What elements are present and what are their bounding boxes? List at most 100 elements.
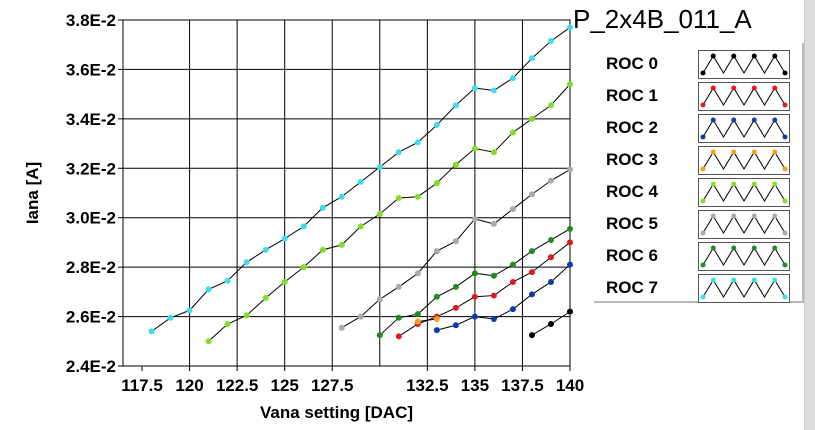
- data-point: [357, 313, 364, 320]
- data-point: [509, 129, 516, 136]
- scrollbar[interactable]: [804, 0, 815, 430]
- data-point: [547, 278, 554, 285]
- data-point: [414, 318, 421, 325]
- data-point: [376, 296, 383, 303]
- data-point: [471, 270, 478, 277]
- y-tick-label: 2.6E-2: [66, 308, 116, 327]
- series-line: [436, 264, 571, 331]
- data-point: [471, 145, 478, 152]
- legend-swatch: [698, 178, 790, 207]
- data-point: [281, 235, 288, 242]
- x-tick-label: 127.5: [311, 376, 354, 395]
- legend-swatch: [698, 114, 790, 143]
- data-point: [528, 269, 535, 276]
- legend-swatch: [698, 82, 790, 111]
- legend-label: ROC 5: [606, 214, 658, 233]
- legend-item: ROC 2: [594, 113, 802, 143]
- legend-label: ROC 6: [606, 246, 658, 265]
- data-point: [567, 81, 573, 88]
- data-point: [528, 55, 535, 62]
- data-point: [471, 84, 478, 91]
- series-roc-4: [205, 81, 573, 345]
- legend-label: ROC 3: [606, 150, 658, 169]
- data-point: [433, 180, 440, 187]
- legend-swatch: [698, 146, 790, 175]
- data-point: [509, 306, 516, 313]
- data-point: [395, 283, 402, 290]
- data-point: [167, 314, 174, 321]
- data-point: [471, 215, 478, 222]
- data-point: [300, 223, 307, 230]
- data-point: [490, 292, 497, 299]
- data-point: [490, 87, 497, 94]
- data-point: [547, 38, 554, 45]
- legend-swatch: [698, 50, 790, 79]
- data-point: [414, 139, 421, 146]
- series-roc-5: [338, 166, 573, 331]
- data-point: [376, 211, 383, 218]
- data-point: [262, 295, 269, 302]
- data-point: [452, 161, 459, 168]
- data-point: [224, 320, 231, 327]
- data-point: [528, 332, 535, 339]
- data-point: [452, 304, 459, 311]
- series-roc-0: [528, 308, 573, 339]
- data-point: [490, 149, 497, 156]
- y-tick-label: 2.4E-2: [66, 357, 116, 376]
- data-point: [490, 220, 497, 227]
- data-point: [528, 291, 535, 298]
- data-point: [414, 311, 421, 318]
- data-point: [281, 278, 288, 285]
- data-point: [148, 328, 155, 335]
- legend-label: ROC 0: [606, 54, 658, 73]
- x-tick-label: 132.5: [406, 376, 449, 395]
- data-point: [338, 193, 345, 200]
- y-tick-label: 3.8E-2: [66, 11, 116, 30]
- data-point: [338, 241, 345, 248]
- series-roc-3: [414, 316, 440, 325]
- data-point: [395, 314, 402, 321]
- data-point: [567, 239, 573, 246]
- y-axis-title: Iana [A]: [23, 162, 42, 224]
- data-point: [547, 102, 554, 109]
- data-point: [414, 270, 421, 277]
- legend-item: ROC 1: [594, 81, 802, 111]
- legend-item: ROC 6: [594, 241, 802, 271]
- y-tick-label: 3.2E-2: [66, 159, 116, 178]
- legend-item: ROC 7: [594, 273, 802, 303]
- x-tick-label: 125: [270, 376, 298, 395]
- series-line: [417, 318, 437, 323]
- y-tick-label: 3.4E-2: [66, 110, 116, 129]
- x-tick-label: 122.5: [216, 376, 259, 395]
- data-point: [567, 24, 573, 31]
- data-point: [186, 307, 193, 314]
- x-tick-label: 135: [461, 376, 489, 395]
- data-point: [452, 102, 459, 109]
- data-point: [528, 115, 535, 122]
- series-roc-2: [433, 261, 573, 334]
- legend-item: ROC 3: [594, 145, 802, 175]
- data-point: [205, 286, 212, 293]
- legend-item: ROC 4: [594, 177, 802, 207]
- legend-swatch: [698, 274, 790, 303]
- legend-label: ROC 4: [606, 182, 658, 201]
- x-tick-label: 120: [175, 376, 203, 395]
- data-point: [205, 338, 212, 345]
- data-point: [567, 308, 573, 315]
- data-point: [243, 259, 250, 266]
- data-point: [433, 316, 440, 323]
- data-point: [395, 333, 402, 340]
- series-roc-7: [148, 24, 573, 335]
- data-point: [376, 164, 383, 171]
- data-point: [567, 225, 573, 232]
- data-point: [319, 204, 326, 211]
- data-point: [452, 238, 459, 245]
- data-point: [490, 272, 497, 279]
- x-tick-label: 140: [556, 376, 584, 395]
- x-axis-title: Vana setting [DAC]: [260, 403, 413, 422]
- data-point: [338, 324, 345, 331]
- data-point: [547, 320, 554, 327]
- legend-swatch: [698, 210, 790, 239]
- data-point: [547, 254, 554, 261]
